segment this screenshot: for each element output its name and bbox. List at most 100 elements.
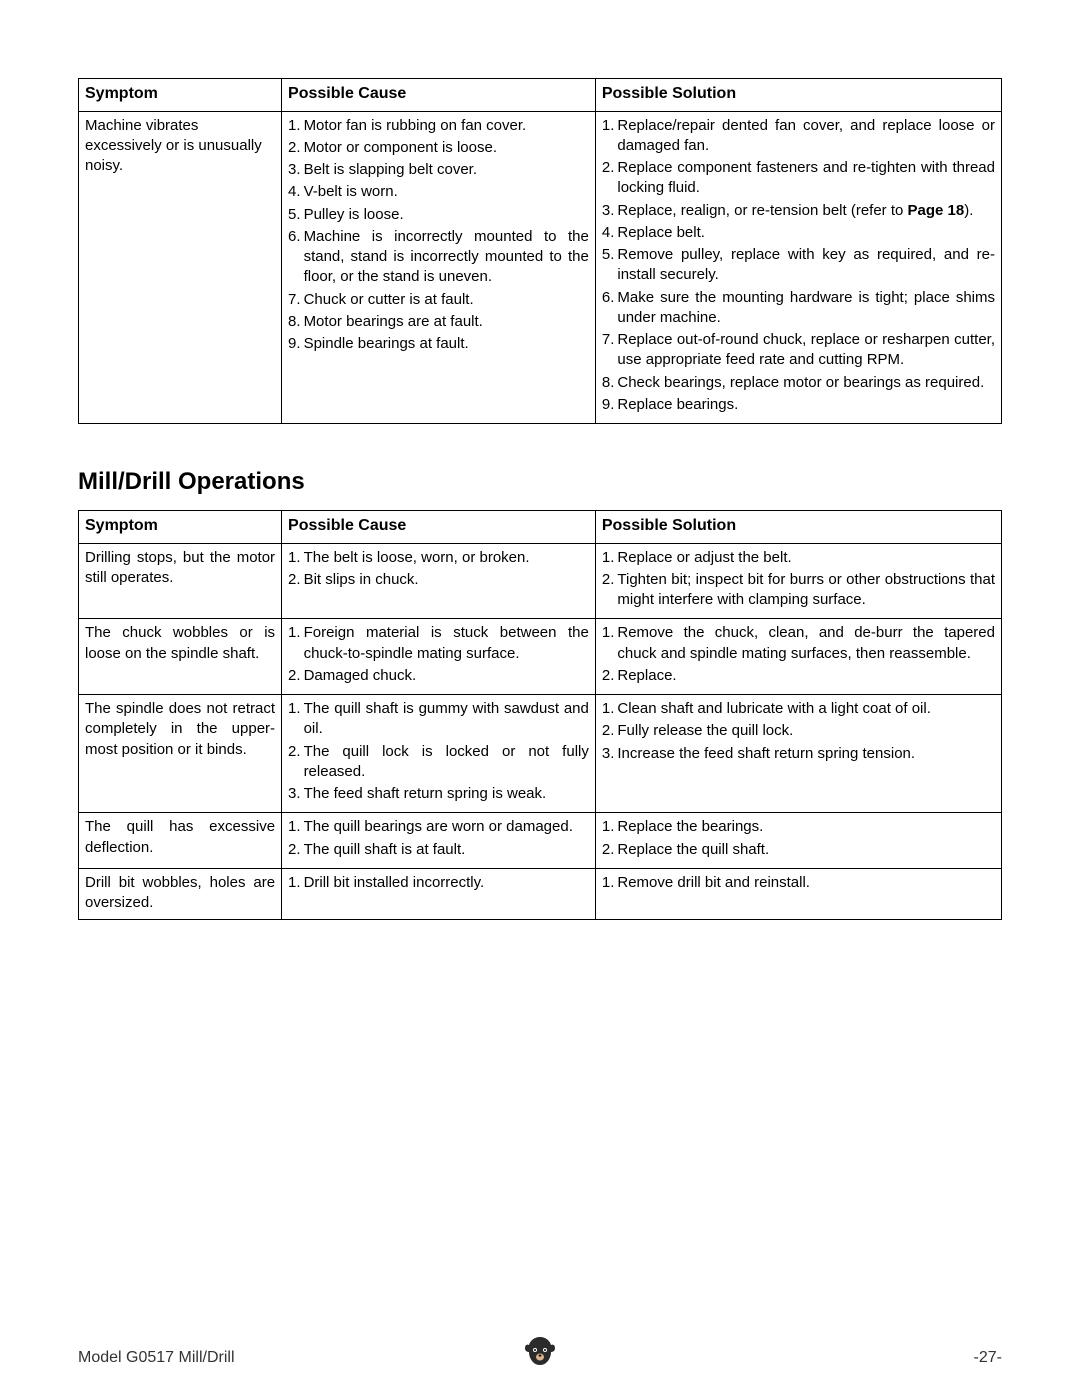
list-text: Replace component fasteners and re-tight… [617,158,995,199]
list-item: 4.Replace belt. [602,223,995,243]
list-item: 1.Remove drill bit and reinstall. [602,873,995,893]
table-row: Drilling stops, but the motor still oper… [79,543,1002,619]
list-item: 6.Make sure the mounting hardware is tig… [602,288,995,329]
footer-model: Model G0517 Mill/Drill [78,1349,235,1367]
cell-symptom: Drilling stops, but the motor still oper… [79,543,282,619]
table-row: Drill bit wobbles, holes are oversized. 1… [79,868,1002,920]
list-text: Damaged chuck. [304,666,589,686]
symptom-text: The chuck wobbles or is loose on the spi… [85,623,275,664]
list-text: Chuck or cutter is at fault. [304,290,589,310]
list-text: Replace out-of-round chuck, replace or r… [617,330,995,371]
list-item: 2.Replace component fasteners and re-tig… [602,158,995,199]
list-item: 1.The belt is loose, worn, or broken. [288,548,589,568]
list-text: Replace bearings. [617,395,995,415]
list-number: 1. [602,699,618,719]
col-header-cause: Possible Cause [282,511,596,544]
cell-solution: 1.Remove drill bit and reinstall. [595,868,1001,920]
list-text: Increase the feed shaft return spring te… [617,744,995,764]
troubleshooting-table-2: Symptom Possible Cause Possible Solution… [78,510,1002,920]
list-item: 3.Belt is slapping belt cover. [288,160,589,180]
cell-solution: 1.Replace/repair dented fan cover, and r… [595,111,1001,424]
list-text: Replace belt. [617,223,995,243]
col-header-symptom: Symptom [79,79,282,112]
list-number: 2. [602,666,618,686]
list-number: 9. [602,395,618,415]
list-number: 7. [288,290,304,310]
list-text: Motor fan is rubbing on fan cover. [304,116,589,136]
list-number: 4. [602,223,618,243]
list-item: 6.Machine is incorrectly mounted to the … [288,227,589,288]
bear-logo-icon [520,1331,560,1371]
list-text: Foreign material is stuck between the ch… [304,623,589,664]
cell-cause: 1.Foreign material is stuck between the … [282,619,596,695]
list-text: The quill bearings are worn or damaged. [304,817,589,837]
list-number: 1. [602,817,618,837]
list-item: 1.Remove the chuck, clean, and de-burr t… [602,623,995,664]
cell-solution: 1.Remove the chuck, clean, and de-burr t… [595,619,1001,695]
list-text: Replace, realign, or re-tension belt (re… [617,201,995,221]
cell-cause: 1.The quill shaft is gummy with sawdust … [282,695,596,813]
list-number: 4. [288,182,304,202]
list-text: Tighten bit; inspect bit for burrs or ot… [617,570,995,611]
list-text: Bit slips in chuck. [304,570,589,590]
list-number: 9. [288,334,304,354]
list-number: 3. [288,784,304,804]
table-header-row: Symptom Possible Cause Possible Solution [79,79,1002,112]
col-header-cause: Possible Cause [282,79,596,112]
list-number: 1. [288,116,304,136]
list-text: Replace or adjust the belt. [617,548,995,568]
table-header-row: Symptom Possible Cause Possible Solution [79,511,1002,544]
list-item: 1.Replace/repair dented fan cover, and r… [602,116,995,157]
cell-solution: 1.Replace the bearings. 2.Replace the qui… [595,813,1001,869]
list-number: 1. [288,817,304,837]
list-number: 1. [288,873,304,893]
list-text: Remove pulley, replace with key as requi… [617,245,995,286]
list-item: 5.Pulley is loose. [288,205,589,225]
list-text: Replace the quill shaft. [617,840,995,860]
table-row: The quill has excessive deflection.1.The… [79,813,1002,869]
list-item: 2.The quill lock is locked or not fully … [288,742,589,783]
list-text: Clean shaft and lubricate with a light c… [617,699,995,719]
list-text: Drill bit installed incorrectly. [304,873,589,893]
list-item: 1.Motor fan is rubbing on fan cover. [288,116,589,136]
list-number: 1. [602,873,618,893]
list-text: V-belt is worn. [304,182,589,202]
list-text: Motor bearings are at fault. [304,312,589,332]
list-number: 8. [288,312,304,332]
list-number: 2. [288,840,304,860]
list-number: 2. [602,840,618,860]
list-text: Remove drill bit and reinstall. [617,873,995,893]
list-text: Make sure the mounting hardware is tight… [617,288,995,329]
page-footer: Model G0517 Mill/Drill -27- [78,1349,1002,1367]
cell-symptom: The chuck wobbles or is loose on the spi… [79,619,282,695]
list-item: 4.V-belt is worn. [288,182,589,202]
cell-symptom: The quill has excessive deflection. [79,813,282,869]
list-item: 2.Bit slips in chuck. [288,570,589,590]
list-number: 1. [602,548,618,568]
list-text: Replace/repair dented fan cover, and rep… [617,116,995,157]
list-text: Spindle bearings at fault. [304,334,589,354]
cell-solution: 1.Clean shaft and lubricate with a light… [595,695,1001,813]
list-text: Belt is slapping belt cover. [304,160,589,180]
list-item: 1.Drill bit installed incorrectly. [288,873,589,893]
troubleshooting-table-1: Symptom Possible Cause Possible Solution… [78,78,1002,424]
list-item: 8.Motor bearings are at fault. [288,312,589,332]
list-number: 2. [288,138,304,158]
list-text: Remove the chuck, clean, and de-burr the… [617,623,995,664]
list-text: Replace the bearings. [617,817,995,837]
list-text: The quill shaft is at fault. [304,840,589,860]
list-text: Fully release the quill lock. [617,721,995,741]
list-item: 7.Replace out-of-round chuck, replace or… [602,330,995,371]
table2-body: Drilling stops, but the motor still oper… [79,543,1002,920]
list-number: 8. [602,373,618,393]
table-row: The spindle does not retract completely … [79,695,1002,813]
list-text: Pulley is loose. [304,205,589,225]
symptom-text: The spindle does not retract completely … [85,699,275,760]
section-heading: Mill/Drill Operations [78,468,1002,496]
list-item: 9.Spindle bearings at fault. [288,334,589,354]
symptom-text: Machine vibrates excessively or is unusu… [85,116,275,177]
list-item: 2.Fully release the quill lock. [602,721,995,741]
page: Symptom Possible Cause Possible Solution… [0,0,1080,1397]
list-text: Check bearings, replace motor or bearing… [617,373,995,393]
symptom-text: Drill bit wobbles, holes are oversized. [85,873,275,914]
